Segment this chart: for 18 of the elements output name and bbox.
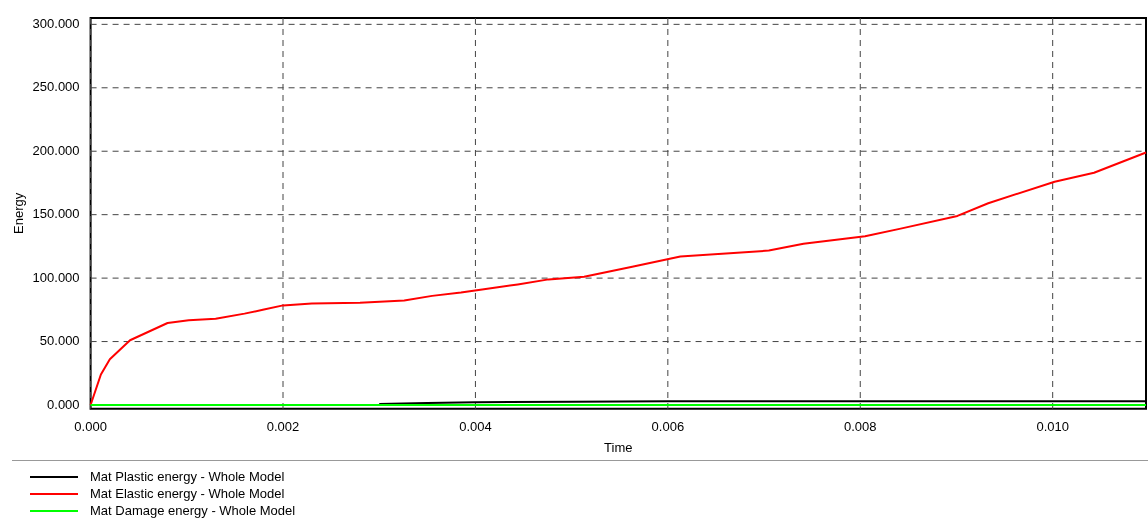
x-tick-label: 0.010 xyxy=(1036,419,1069,435)
x-axis-title: Time xyxy=(604,439,633,455)
x-tick-label: 0.000 xyxy=(74,419,107,435)
legend-label: Mat Damage energy - Whole Model xyxy=(90,502,296,519)
y-tick-label: 0.000 xyxy=(47,396,80,412)
legend-label: Mat Elastic energy - Whole Model xyxy=(90,485,285,502)
y-tick-label: 50.000 xyxy=(39,333,80,349)
x-tick-label: 0.004 xyxy=(459,419,492,435)
y-tick-label: 300.000 xyxy=(32,15,80,31)
y-tick-label: 150.000 xyxy=(32,206,80,222)
y-axis-title: Energy xyxy=(11,192,27,234)
legend-label: Mat Plastic energy - Whole Model xyxy=(90,468,285,485)
x-tick-label: 0.002 xyxy=(266,419,300,435)
y-tick-label: 250.000 xyxy=(32,79,80,95)
y-tick-label: 100.000 xyxy=(32,269,80,285)
y-tick-label: 200.000 xyxy=(32,142,80,158)
x-tick-label: 0.008 xyxy=(843,419,877,435)
x-tick-label: 0.006 xyxy=(651,419,685,435)
